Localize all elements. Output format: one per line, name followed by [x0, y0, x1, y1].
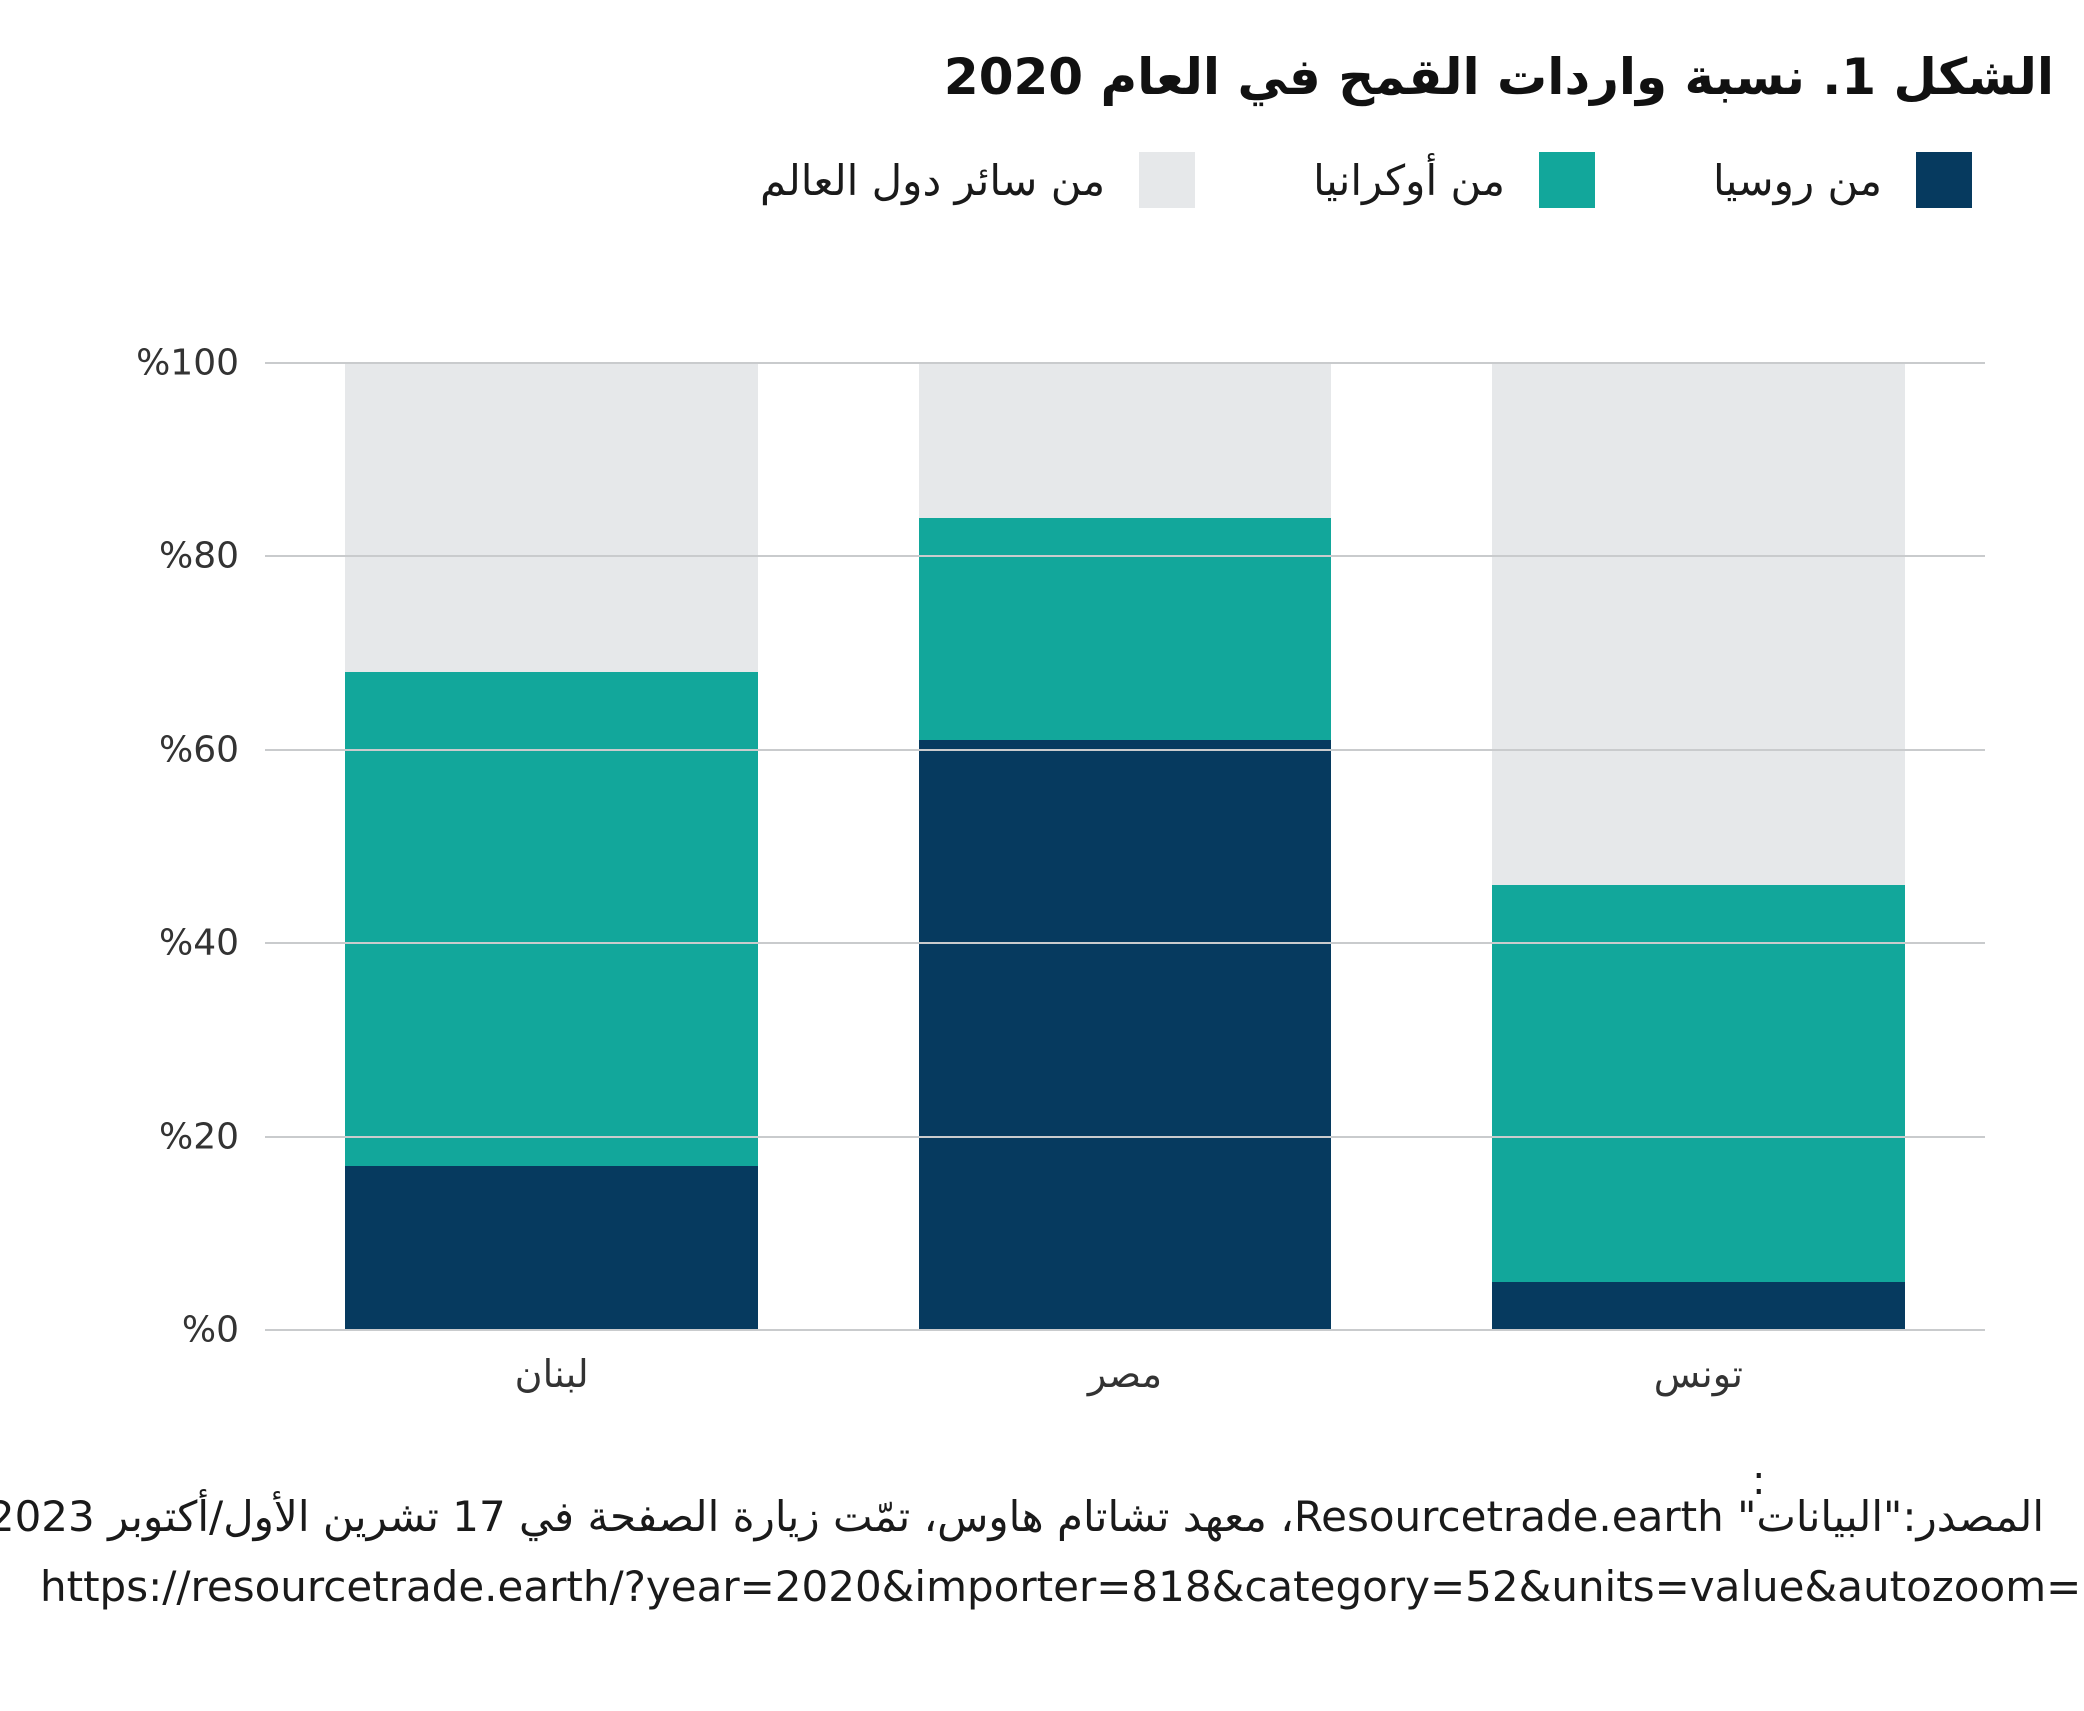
gridline-100	[265, 362, 1985, 364]
gridline-0	[265, 1329, 1985, 1331]
y-axis-tick-80: %80	[158, 535, 239, 577]
source-url-text: https://resourcetrade.earth/?year=2020&i…	[40, 1562, 2084, 1611]
x-axis-label-lebanon: لبنان	[514, 1352, 589, 1396]
bar-segment-ukraine-egypt	[918, 517, 1332, 741]
bars-row	[265, 363, 1985, 1330]
legend-label-russia: من روسيا	[1712, 155, 1882, 205]
legend-swatch-russia	[1916, 152, 1972, 208]
gridline-20	[265, 1135, 1985, 1138]
bar-segment-russia-lebanon	[345, 1165, 759, 1330]
bar-band-tunisia	[1412, 363, 1985, 1330]
source-text: المصدر:"البيانات" Resourcetrade.earth، م…	[0, 1492, 2044, 1541]
y-axis-tick-60: %60	[158, 729, 239, 771]
y-axis-tick-100: %100	[136, 342, 239, 384]
footnote-colon: :	[1752, 1458, 1766, 1504]
gridline-40	[265, 942, 1985, 945]
legend-label-rest-of-world: من سائر دول العالم	[760, 155, 1106, 205]
gridline-80	[265, 555, 1985, 558]
x-axis-label-egypt: مصر	[1087, 1352, 1163, 1396]
stacked-bar-lebanon	[345, 363, 759, 1330]
stacked-bar-egypt	[918, 363, 1332, 1330]
gridline-60	[265, 748, 1985, 751]
legend-item-ukraine: من أوكرانيا	[1313, 152, 1595, 208]
y-axis-tick-40: %40	[158, 922, 239, 964]
x-axis-label-tunisia: تونس	[1653, 1352, 1743, 1396]
bar-segment-russia-tunisia	[1491, 1281, 1905, 1330]
plot-area: لبنان مصر تونس %0 %20 %40 %60 %80 %100	[136, 343, 1985, 1396]
stacked-bar-tunisia	[1491, 363, 1905, 1330]
legend-label-ukraine: من أوكرانيا	[1313, 155, 1505, 205]
legend-swatch-ukraine	[1538, 152, 1595, 208]
legend-item-rest-of-world: من سائر دول العالم	[760, 152, 1196, 208]
y-axis-tick-20: %20	[158, 1116, 239, 1158]
legend-swatch-rest-of-world	[1139, 152, 1196, 208]
x-axis-labels: لبنان مصر تونس	[265, 1352, 1985, 1396]
bar-segment-ukraine-tunisia	[1491, 885, 1905, 1282]
bar-segment-ukraine-lebanon	[345, 672, 759, 1166]
bar-segment-rest-of-world-egypt	[918, 363, 1332, 518]
bar-segment-russia-egypt	[918, 740, 1332, 1330]
bar-band-egypt	[838, 363, 1411, 1330]
y-axis-tick-0: %0	[181, 1309, 239, 1351]
legend-item-russia: من روسيا	[1713, 152, 1972, 208]
legend: من روسيا من أوكرانيا من سائر دول العالم	[760, 152, 1972, 208]
chart-title: الشكل 1. نسبة واردات القمح في العام 2020	[943, 48, 2054, 106]
bar-band-lebanon	[265, 363, 838, 1330]
bar-segment-rest-of-world-lebanon	[345, 363, 759, 673]
bar-segment-rest-of-world-tunisia	[1491, 363, 1905, 886]
